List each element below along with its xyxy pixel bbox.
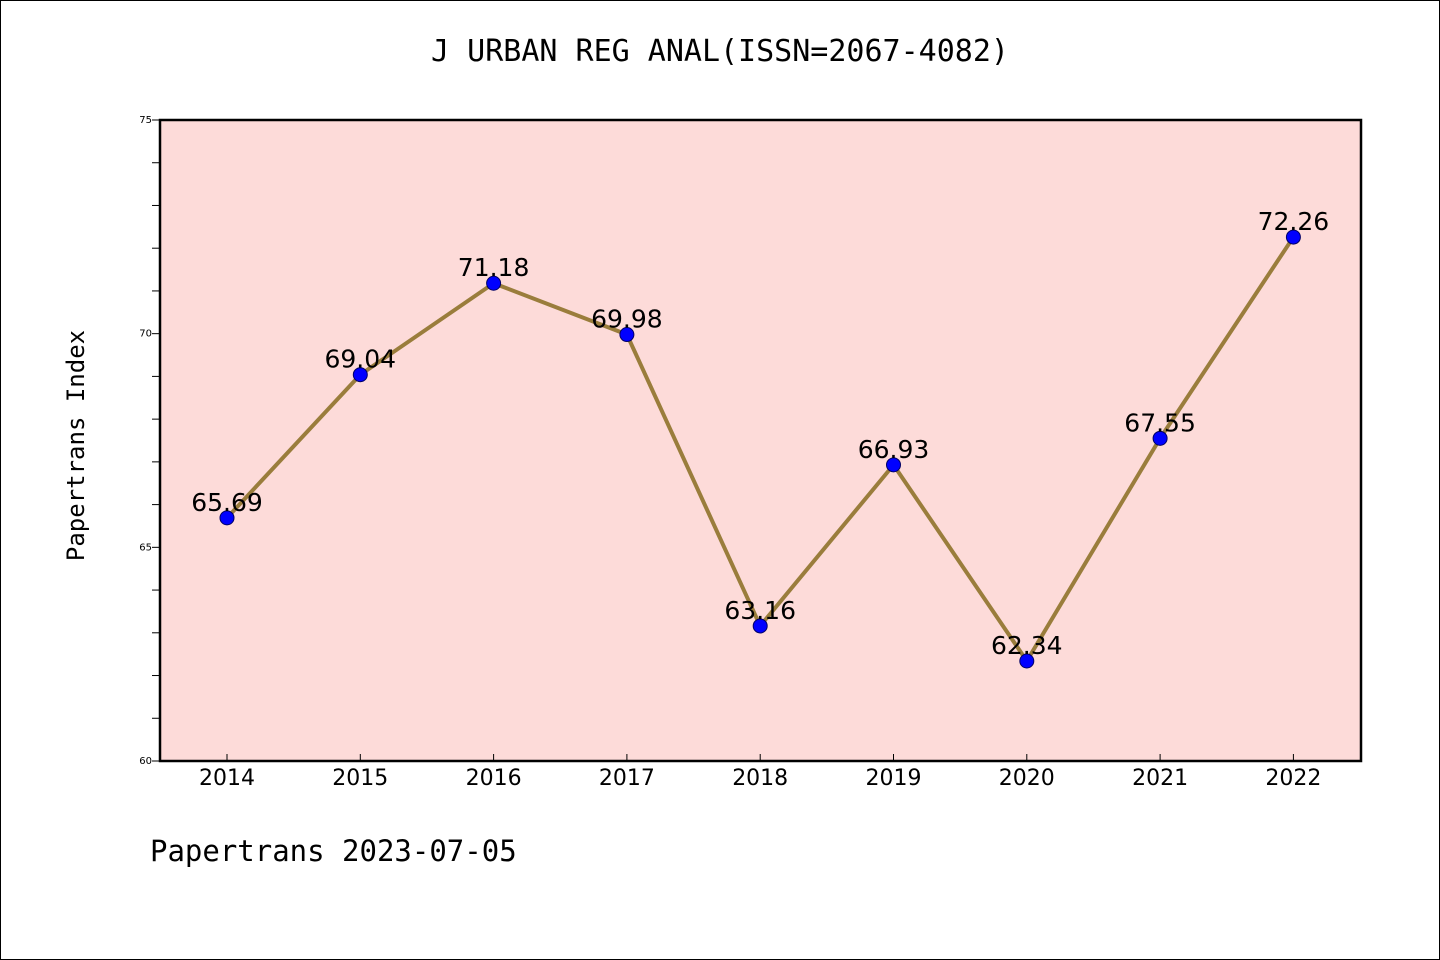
data-point bbox=[752, 618, 768, 634]
footer-date: Papertrans 2023-07-05 bbox=[150, 834, 517, 868]
data-point bbox=[352, 367, 368, 383]
data-label: 69.04 bbox=[325, 345, 397, 374]
data-point bbox=[619, 327, 635, 343]
y-tick-label: 60 bbox=[139, 756, 152, 767]
x-axis: 2014 2015 2016 2017 2018 2019 2020 2021 2022 bbox=[199, 754, 1321, 791]
y-tick-label: 75 bbox=[139, 115, 152, 126]
data-label: 62.34 bbox=[991, 631, 1063, 660]
data-label: 72.26 bbox=[1258, 207, 1330, 236]
x-tick-label: 2019 bbox=[866, 766, 922, 791]
y-axis-label: Papertrans Index bbox=[62, 330, 90, 561]
data-label: 66.93 bbox=[858, 435, 930, 464]
plot-area bbox=[160, 120, 1361, 761]
plot-border bbox=[158, 118, 1363, 763]
x-tick-label: 2016 bbox=[466, 766, 522, 791]
x-tick-label: 2015 bbox=[332, 766, 388, 791]
data-label: 69.98 bbox=[591, 305, 663, 334]
chart-title: J URBAN REG ANAL(ISSN=2067-4082) bbox=[431, 34, 1009, 69]
x-tick-label: 2020 bbox=[999, 766, 1055, 791]
data-label: 67.55 bbox=[1124, 408, 1196, 437]
x-tick-label: 2014 bbox=[199, 766, 255, 791]
data-label: 71.18 bbox=[458, 253, 530, 282]
data-point bbox=[1285, 229, 1301, 245]
x-tick-label: 2022 bbox=[1265, 766, 1321, 791]
data-point bbox=[219, 510, 235, 526]
y-tick-label: 70 bbox=[139, 329, 152, 340]
data-label-layer: 65.69 69.04 71.18 69.98 63.16 66.93 62.34 67.55… bbox=[191, 207, 1329, 660]
x-tick-label: 2018 bbox=[732, 766, 788, 791]
data-point bbox=[1019, 653, 1035, 669]
data-point bbox=[1152, 430, 1168, 446]
marker-layer bbox=[219, 229, 1301, 669]
data-label: 63.16 bbox=[724, 596, 796, 625]
x-tick-label: 2017 bbox=[599, 766, 655, 791]
data-point bbox=[486, 275, 502, 291]
y-axis: 60 65 70 75 bbox=[139, 115, 160, 767]
data-label: 65.69 bbox=[191, 488, 263, 517]
data-point bbox=[886, 457, 901, 473]
y-tick-label: 65 bbox=[139, 542, 152, 553]
x-tick-label: 2021 bbox=[1132, 766, 1188, 791]
